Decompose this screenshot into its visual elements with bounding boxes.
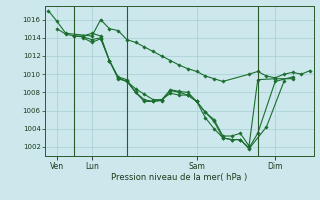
X-axis label: Pression niveau de la mer( hPa ): Pression niveau de la mer( hPa ) (111, 173, 247, 182)
